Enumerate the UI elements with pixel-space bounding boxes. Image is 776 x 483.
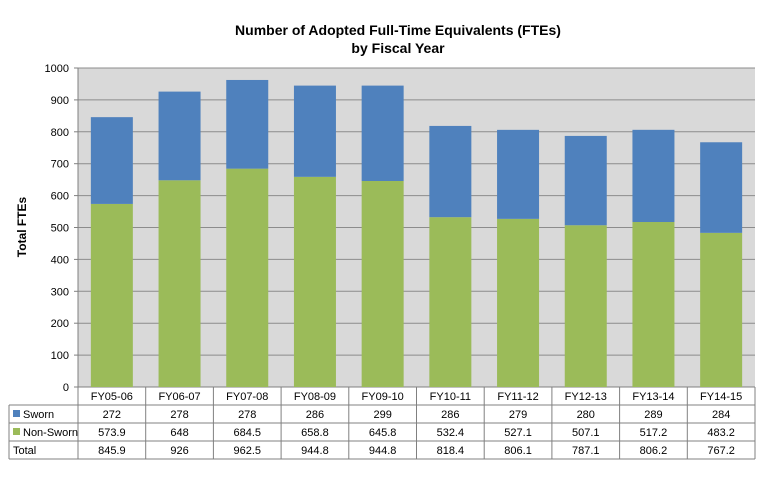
x-tick-label: FY05-06 <box>91 391 133 403</box>
legend-label: Sworn <box>23 409 54 421</box>
x-tick-label: FY14-15 <box>700 391 742 403</box>
data-label: 299 <box>373 409 391 421</box>
bar-sworn-fy10-11 <box>429 125 472 218</box>
data-label: 517.2 <box>640 427 668 439</box>
chart-subtitle: by Fiscal Year <box>351 40 445 56</box>
y-tick-label: 100 <box>51 350 69 362</box>
data-label: 845.9 <box>98 445 126 457</box>
data-label: 658.8 <box>301 427 329 439</box>
data-label: 767.2 <box>707 445 735 457</box>
y-tick-label: 500 <box>51 223 69 235</box>
bar-non-sworn-fy12-13 <box>564 225 607 387</box>
bar-non-sworn-fy06-07 <box>158 180 201 387</box>
data-label: 289 <box>644 409 662 421</box>
data-label: 278 <box>238 409 256 421</box>
data-label: 645.8 <box>369 427 397 439</box>
x-tick-label: FY13-14 <box>632 391 674 403</box>
data-label: 944.8 <box>369 445 397 457</box>
bar-non-sworn-fy09-10 <box>361 180 404 387</box>
y-tick-label: 600 <box>51 191 69 203</box>
legend-label: Non-Sworn <box>23 427 78 439</box>
bar-non-sworn-fy10-11 <box>429 217 472 387</box>
data-label: 483.2 <box>707 427 735 439</box>
bar-non-sworn-fy14-15 <box>700 232 743 387</box>
data-label: 532.4 <box>437 427 465 439</box>
data-label: 279 <box>509 409 527 421</box>
y-tick-label: 300 <box>51 286 69 298</box>
bar-sworn-fy13-14 <box>632 129 675 223</box>
data-label: 507.1 <box>572 427 600 439</box>
data-label: 787.1 <box>572 445 600 457</box>
data-label: 286 <box>306 409 324 421</box>
legend-label: Total <box>13 445 36 457</box>
bar-sworn-fy07-08 <box>226 79 269 169</box>
data-label: 818.4 <box>437 445 465 457</box>
x-tick-label: FY07-08 <box>226 391 268 403</box>
data-label: 944.8 <box>301 445 329 457</box>
data-label: 286 <box>441 409 459 421</box>
data-label: 272 <box>103 409 121 421</box>
x-tick-label: FY12-13 <box>565 391 607 403</box>
y-tick-label: 400 <box>51 254 69 266</box>
x-tick-label: FY06-07 <box>158 391 200 403</box>
data-label: 926 <box>170 445 188 457</box>
x-tick-label: FY09-10 <box>362 391 404 403</box>
chart-title: Number of Adopted Full-Time Equivalents … <box>235 22 561 38</box>
bar-sworn-fy14-15 <box>700 142 743 233</box>
y-tick-label: 1000 <box>45 63 69 75</box>
x-tick-label: FY11-12 <box>497 391 538 403</box>
y-tick-label: 800 <box>51 127 69 139</box>
bar-sworn-fy12-13 <box>564 135 607 226</box>
data-label: 284 <box>712 409 730 421</box>
legend-key <box>13 410 20 417</box>
data-label: 962.5 <box>233 445 261 457</box>
data-table: FY05-06 FY06-07 FY07-08 FY08-09 FY09-10 FY10-… <box>8 387 756 460</box>
legend-key <box>13 428 20 435</box>
bar-sworn-fy08-09 <box>293 85 336 177</box>
bar-sworn-fy09-10 <box>361 85 404 181</box>
data-label: 280 <box>577 409 595 421</box>
data-label: 806.1 <box>504 445 532 457</box>
y-tick-label: 700 <box>51 159 69 171</box>
x-tick-label: FY10-11 <box>430 391 471 403</box>
data-label: 278 <box>170 409 188 421</box>
bar-non-sworn-fy05-06 <box>90 203 133 387</box>
data-label: 806.2 <box>640 445 668 457</box>
bar-non-sworn-fy13-14 <box>632 222 675 387</box>
y-tick-label: 900 <box>51 95 69 107</box>
y-tick-label: 200 <box>51 318 69 330</box>
bar-sworn-fy06-07 <box>158 91 201 181</box>
bar-sworn-fy05-06 <box>90 117 133 204</box>
bar-sworn-fy11-12 <box>497 129 540 219</box>
bar-non-sworn-fy07-08 <box>226 168 269 387</box>
y-tick-label: 0 <box>63 382 69 394</box>
data-label: 684.5 <box>233 427 261 439</box>
x-tick-label: FY08-09 <box>294 391 336 403</box>
data-label: 648 <box>170 427 188 439</box>
y-axis-label: Total FTEs <box>15 196 29 257</box>
bar-non-sworn-fy08-09 <box>293 176 336 387</box>
data-label: 573.9 <box>98 427 126 439</box>
data-label: 527.1 <box>504 427 532 439</box>
plot-area: 0 100 200 300 400 500 600 700 800 900 1000 <box>45 63 755 394</box>
bar-non-sworn-fy11-12 <box>497 218 540 387</box>
